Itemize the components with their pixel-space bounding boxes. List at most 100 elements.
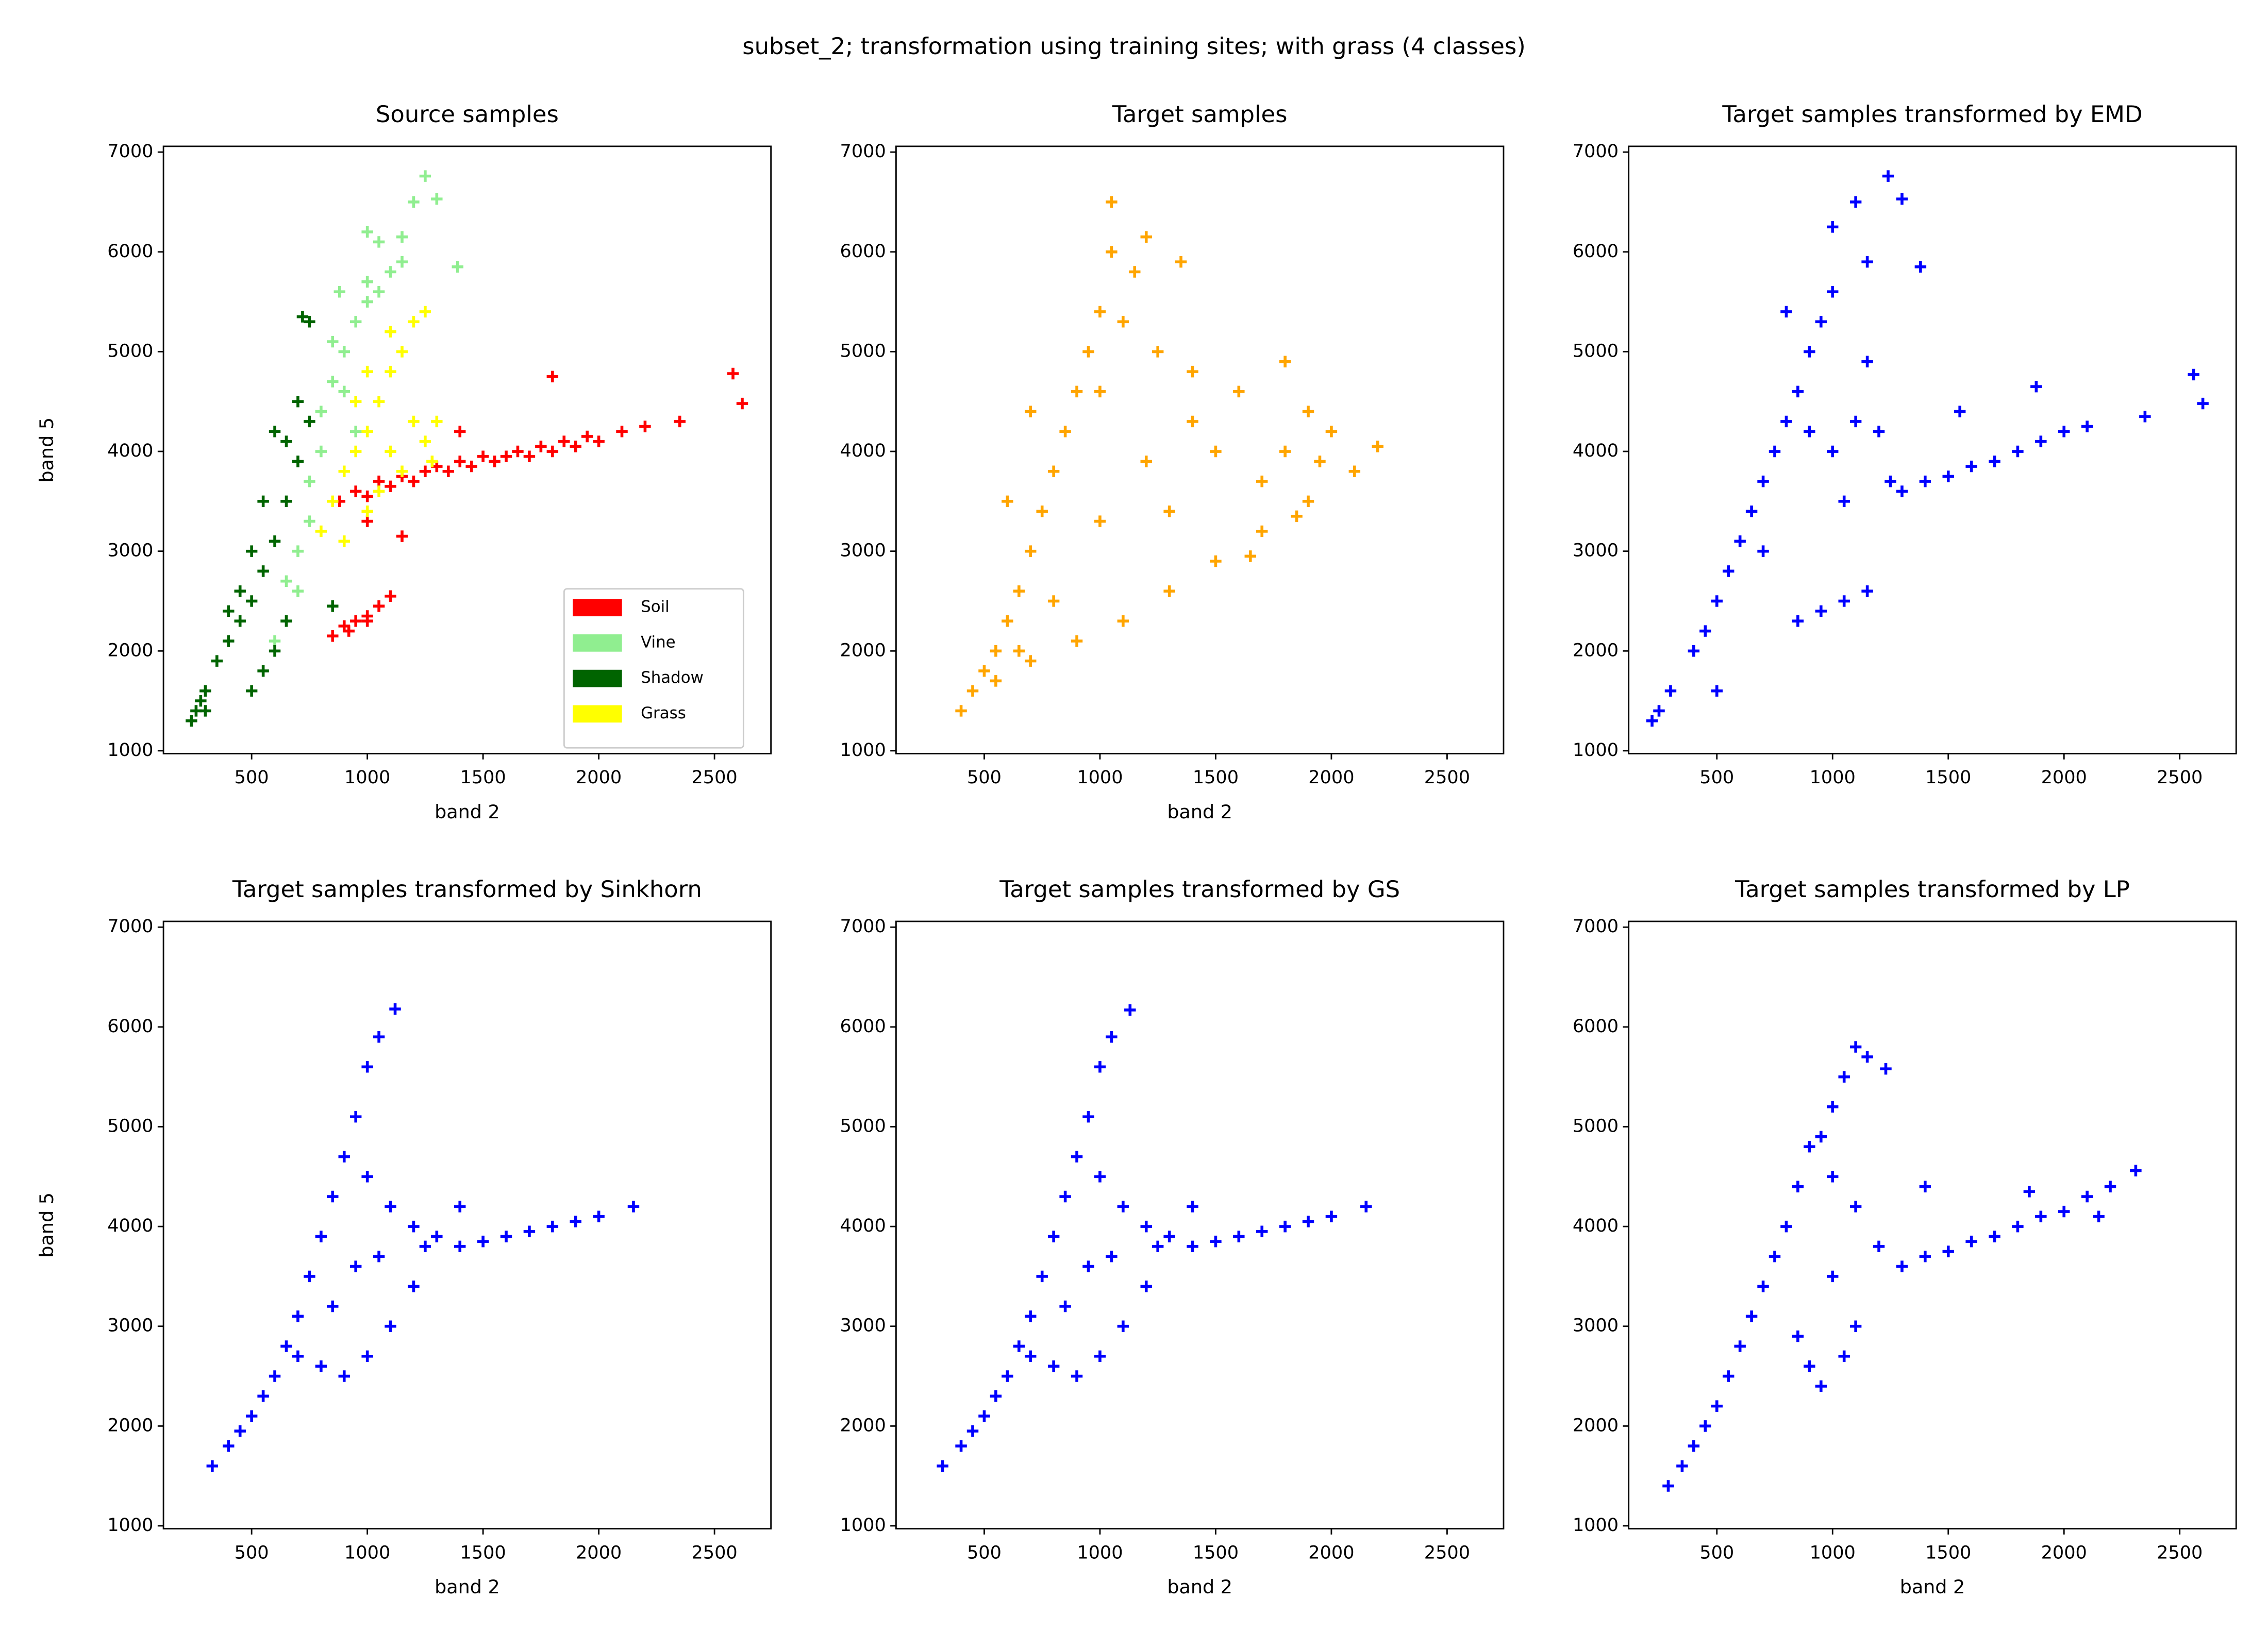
x-tick-label: 1000	[1077, 767, 1123, 788]
marker	[338, 385, 350, 398]
marker	[1233, 1231, 1245, 1242]
y-tick-label: 5000	[840, 1115, 886, 1136]
marker	[1919, 1181, 1931, 1192]
marker	[627, 1201, 640, 1213]
marker	[1711, 1400, 1723, 1412]
marker	[966, 1425, 979, 1437]
marker	[1002, 1370, 1013, 1382]
y-tick-label: 6000	[1573, 241, 1619, 262]
marker	[454, 456, 466, 467]
marker	[1745, 1310, 1758, 1322]
marker	[1025, 655, 1037, 667]
marker	[2058, 426, 2070, 438]
marker	[2081, 420, 2093, 432]
marker	[257, 1390, 269, 1402]
marker	[269, 1370, 281, 1382]
y-tick-label: 7000	[107, 916, 153, 937]
marker	[1279, 1220, 1291, 1233]
marker	[2023, 1186, 2036, 1198]
marker	[343, 625, 355, 637]
marker	[269, 645, 281, 657]
marker	[373, 286, 385, 298]
x-tick-label: 2000	[2041, 767, 2087, 788]
marker	[955, 1440, 967, 1452]
marker	[296, 311, 309, 323]
marker	[1838, 1350, 1850, 1362]
marker	[1882, 170, 1894, 182]
marker	[245, 595, 258, 607]
marker	[1804, 1140, 1815, 1153]
y-tick-label: 2000	[107, 640, 153, 661]
marker	[1082, 1110, 1094, 1123]
marker	[1815, 1380, 1827, 1392]
marker	[2081, 1190, 2093, 1203]
y-tick-label: 4000	[1573, 440, 1619, 461]
marker	[477, 1235, 489, 1248]
marker	[431, 415, 443, 428]
marker	[1129, 266, 1141, 278]
marker	[500, 1231, 512, 1242]
marker	[361, 1171, 373, 1183]
marker	[727, 367, 739, 380]
marker	[338, 1151, 350, 1163]
marker	[408, 475, 420, 487]
figure-title: subset_2; transformation using training …	[742, 32, 1526, 60]
subplot: Source samples 500 1000 1500 2000 2500 1000 200…	[36, 100, 772, 823]
marker	[349, 1110, 362, 1123]
marker	[304, 316, 315, 328]
marker	[1059, 1190, 1071, 1203]
marker	[280, 1340, 292, 1352]
marker	[292, 1310, 304, 1322]
y-tick-label: 2000	[840, 1415, 886, 1436]
subplot: Target samples transformed by Sinkhorn 50…	[36, 876, 772, 1598]
marker	[1059, 1300, 1071, 1313]
marker	[333, 286, 345, 298]
x-tick-label: 2000	[576, 767, 622, 788]
subplot: Target samples 500 1000 1500 2000 2500 1000 200…	[840, 100, 1505, 823]
x-tick-label: 1500	[1193, 767, 1239, 788]
y-tick-label: 4000	[840, 1215, 886, 1236]
marker	[523, 1225, 536, 1238]
marker	[1210, 555, 1222, 567]
marker	[593, 435, 605, 447]
marker	[1989, 1231, 2000, 1242]
marker	[1646, 715, 1658, 727]
marker	[385, 365, 396, 378]
axes-frame	[162, 920, 772, 1529]
marker	[292, 456, 304, 467]
marker	[454, 426, 466, 438]
marker	[1233, 385, 1245, 398]
marker	[1861, 256, 1873, 268]
marker	[361, 1350, 373, 1362]
y-tick-label: 6000	[107, 241, 153, 262]
y-tick-label: 1000	[107, 739, 153, 761]
marker	[1688, 1440, 1700, 1452]
marker	[1896, 485, 1908, 497]
marker	[1082, 346, 1094, 358]
x-tick-label: 1000	[344, 767, 390, 788]
marker	[454, 1201, 466, 1213]
marker	[315, 445, 327, 458]
marker	[408, 415, 420, 428]
x-tick-label: 500	[235, 1542, 269, 1563]
marker	[385, 590, 396, 602]
marker	[1140, 1220, 1152, 1233]
marker	[361, 296, 373, 308]
marker	[1827, 445, 1839, 458]
marker	[1071, 1151, 1083, 1163]
x-tick-label: 2500	[691, 1542, 737, 1563]
marker	[1163, 585, 1175, 597]
marker	[1094, 306, 1106, 318]
marker	[1989, 456, 2000, 467]
marker	[349, 615, 362, 627]
chart-title: Target samples transformed by EMD	[1722, 100, 2142, 128]
marker	[292, 585, 304, 597]
marker	[269, 635, 281, 647]
axes-frame	[1628, 145, 2237, 754]
marker	[570, 1216, 581, 1227]
y-axis-label: band 5	[36, 1192, 58, 1258]
marker	[1757, 545, 1769, 557]
marker	[1688, 645, 1700, 657]
x-tick-label: 500	[1699, 767, 1734, 788]
